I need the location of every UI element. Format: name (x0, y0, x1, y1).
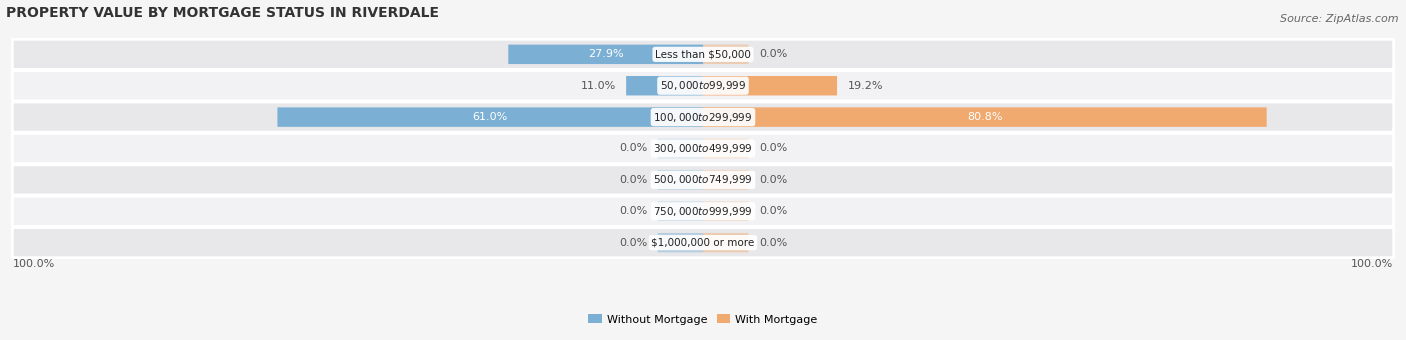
FancyBboxPatch shape (509, 45, 703, 64)
FancyBboxPatch shape (703, 170, 748, 190)
Text: 0.0%: 0.0% (759, 206, 787, 216)
Text: 0.0%: 0.0% (759, 49, 787, 60)
Legend: Without Mortgage, With Mortgage: Without Mortgage, With Mortgage (583, 310, 823, 329)
Text: $500,000 to $749,999: $500,000 to $749,999 (654, 173, 752, 186)
Text: $750,000 to $999,999: $750,000 to $999,999 (654, 205, 752, 218)
Text: 100.0%: 100.0% (1351, 259, 1393, 269)
FancyBboxPatch shape (13, 39, 1393, 69)
FancyBboxPatch shape (13, 133, 1393, 164)
Text: 0.0%: 0.0% (619, 238, 647, 248)
Text: $100,000 to $299,999: $100,000 to $299,999 (654, 110, 752, 124)
FancyBboxPatch shape (13, 165, 1393, 195)
Text: 0.0%: 0.0% (619, 175, 647, 185)
Text: 0.0%: 0.0% (759, 175, 787, 185)
FancyBboxPatch shape (703, 233, 748, 252)
Text: Source: ZipAtlas.com: Source: ZipAtlas.com (1281, 14, 1399, 23)
Text: $300,000 to $499,999: $300,000 to $499,999 (654, 142, 752, 155)
FancyBboxPatch shape (658, 202, 703, 221)
FancyBboxPatch shape (658, 139, 703, 158)
Text: $50,000 to $99,999: $50,000 to $99,999 (659, 79, 747, 92)
FancyBboxPatch shape (703, 76, 837, 96)
Text: 100.0%: 100.0% (13, 259, 55, 269)
FancyBboxPatch shape (626, 76, 703, 96)
FancyBboxPatch shape (13, 102, 1393, 132)
Text: 19.2%: 19.2% (848, 81, 883, 91)
FancyBboxPatch shape (13, 71, 1393, 101)
FancyBboxPatch shape (703, 202, 748, 221)
FancyBboxPatch shape (658, 170, 703, 190)
Text: 0.0%: 0.0% (619, 206, 647, 216)
Text: 27.9%: 27.9% (588, 49, 623, 60)
FancyBboxPatch shape (703, 139, 748, 158)
Text: Less than $50,000: Less than $50,000 (655, 49, 751, 60)
FancyBboxPatch shape (13, 227, 1393, 258)
Text: 0.0%: 0.0% (619, 143, 647, 153)
FancyBboxPatch shape (658, 233, 703, 252)
Text: 0.0%: 0.0% (759, 238, 787, 248)
Text: 0.0%: 0.0% (759, 143, 787, 153)
FancyBboxPatch shape (13, 196, 1393, 226)
FancyBboxPatch shape (277, 107, 703, 127)
Text: 80.8%: 80.8% (967, 112, 1002, 122)
FancyBboxPatch shape (703, 107, 1267, 127)
Text: 11.0%: 11.0% (581, 81, 616, 91)
Text: $1,000,000 or more: $1,000,000 or more (651, 238, 755, 248)
Text: 61.0%: 61.0% (472, 112, 508, 122)
FancyBboxPatch shape (703, 45, 748, 64)
Text: PROPERTY VALUE BY MORTGAGE STATUS IN RIVERDALE: PROPERTY VALUE BY MORTGAGE STATUS IN RIV… (6, 5, 439, 20)
